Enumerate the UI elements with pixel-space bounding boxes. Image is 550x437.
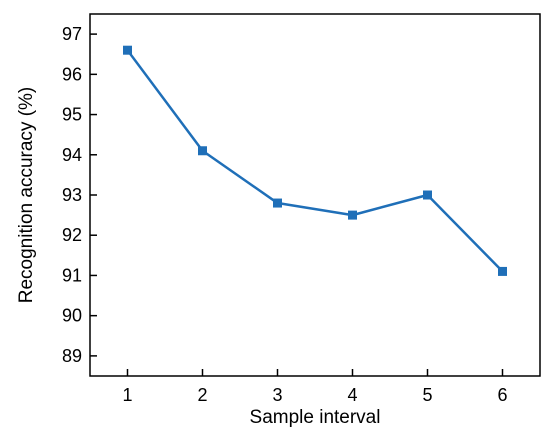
y-tick-label: 93 (62, 185, 82, 205)
x-axis-ticks: 1 2 3 4 5 6 (122, 369, 508, 405)
x-tick-label: 4 (347, 385, 357, 405)
y-tick-label: 92 (62, 225, 82, 245)
y-axis-label: Recognition accuracy (%) (16, 87, 37, 303)
x-tick-label: 3 (272, 385, 282, 405)
data-point (123, 45, 132, 55)
y-axis-ticks: 89 90 91 92 93 94 95 96 97 (62, 24, 97, 366)
y-tick-label: 90 (62, 306, 82, 326)
data-point (498, 266, 507, 276)
y-tick-label: 94 (62, 145, 82, 165)
x-tick-label: 6 (497, 385, 507, 405)
series-layer (123, 45, 507, 276)
x-axis-label: Sample interval (250, 407, 381, 428)
data-point (348, 210, 357, 220)
y-tick-label: 96 (62, 64, 82, 84)
data-point (198, 146, 207, 156)
x-tick-label: 5 (422, 385, 432, 405)
y-tick-label: 97 (62, 24, 82, 44)
y-tick-label: 95 (62, 105, 82, 125)
series-line (126, 49, 504, 273)
y-tick-label: 89 (62, 346, 82, 366)
y-tick-label: 91 (62, 265, 82, 285)
x-tick-label: 1 (122, 385, 132, 405)
data-point (423, 190, 432, 200)
plot-frame (89, 13, 541, 377)
x-tick-label: 2 (197, 385, 207, 405)
data-point (273, 198, 282, 208)
